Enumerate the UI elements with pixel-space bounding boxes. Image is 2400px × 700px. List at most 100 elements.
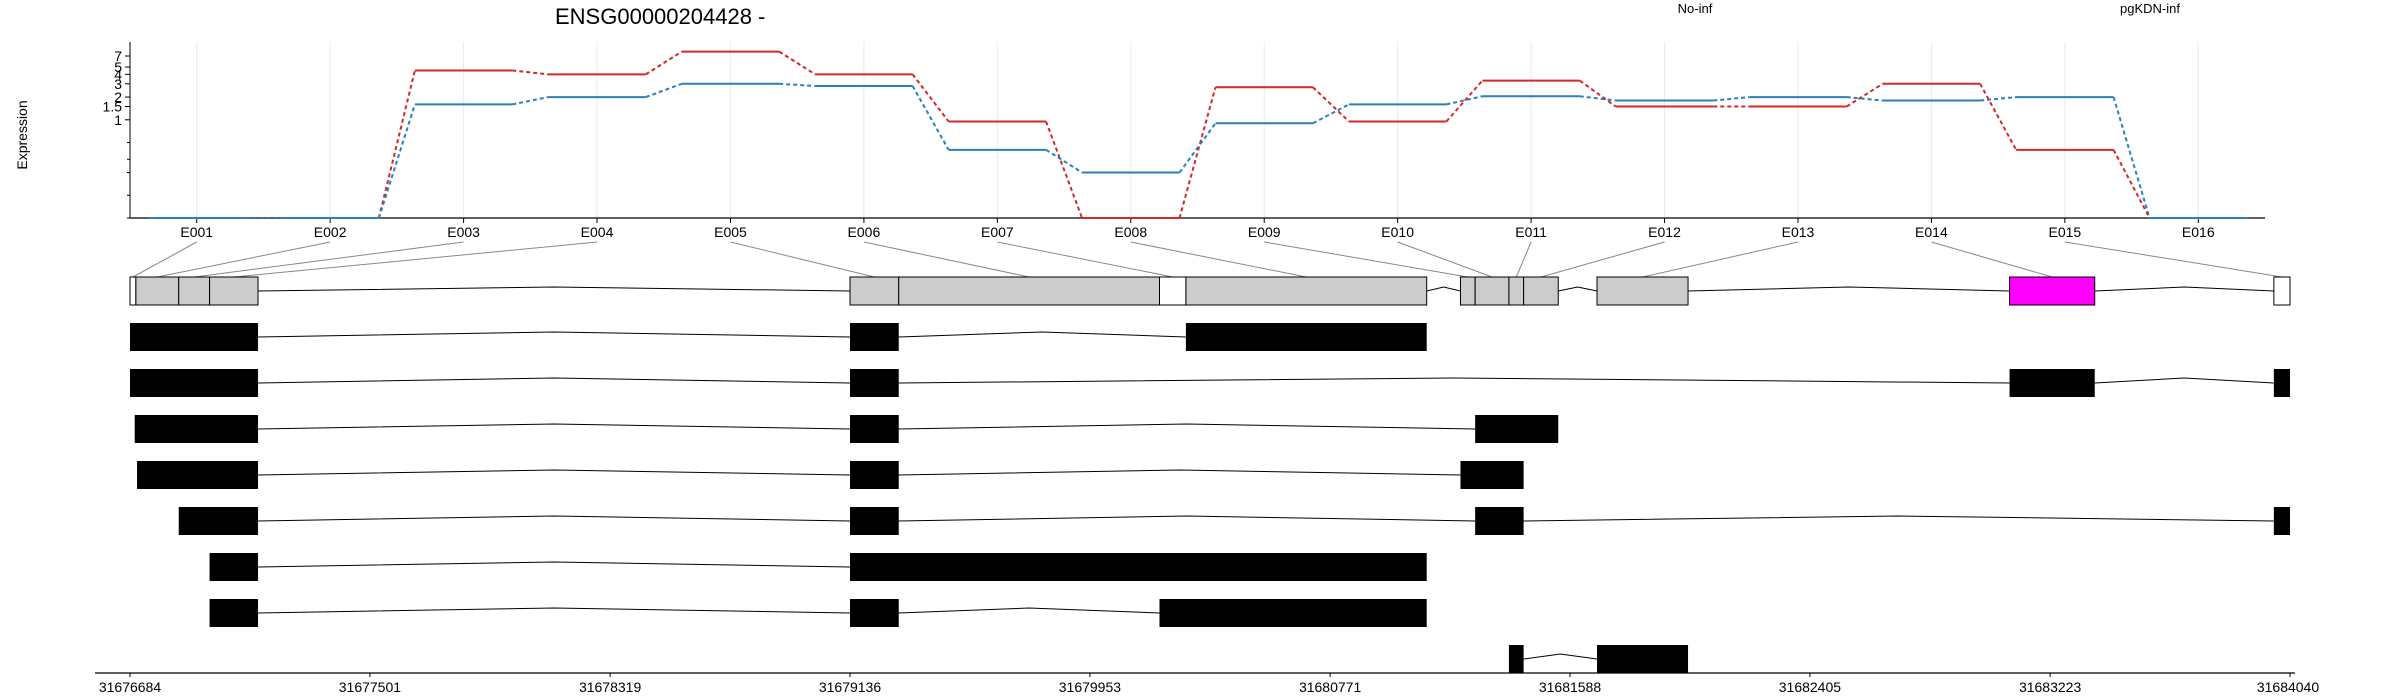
series-connector-pgkdn-inf: [1045, 148, 1083, 174]
series-connector-no-inf: [1045, 121, 1083, 219]
series-connector-no-inf: [1846, 82, 1884, 108]
x-tick-label: E005: [714, 224, 747, 240]
transcript-models: [130, 323, 2290, 673]
transcript-intron: [258, 423, 851, 430]
exon-e006: [898, 276, 1160, 306]
exon-connector: [157, 241, 331, 278]
series-connector-no-inf: [2112, 149, 2151, 219]
exon-connector: [1397, 241, 1493, 278]
intron-line: [1558, 286, 1598, 292]
series-connector-pgkdn-inf: [1312, 103, 1350, 125]
transcript-intron: [258, 607, 851, 614]
x-tick-label: E014: [1915, 224, 1948, 240]
series-connector-no-inf: [911, 73, 950, 123]
transcript-exon: [850, 415, 899, 443]
series-lines: [148, 50, 2247, 219]
exon-connector: [1540, 241, 1665, 278]
exon-connector: [997, 241, 1173, 278]
transcript-exon: [2009, 369, 2095, 397]
exon-e012: [1523, 276, 1559, 306]
transcript-exon: [1159, 599, 1427, 627]
transcript-intron: [898, 331, 1186, 338]
y-axis-label: Expression: [14, 100, 30, 169]
y-tick-label: 2: [114, 89, 122, 105]
transcript-exon: [850, 323, 899, 351]
genomic-tick-label: 31682405: [1779, 679, 1842, 695]
series-connector-no-inf: [1178, 86, 1217, 219]
x-tick-label: E011: [1515, 224, 1547, 240]
x-tick-label: E015: [2048, 224, 2081, 240]
transcript-exon: [1597, 645, 1689, 673]
exon-connector: [233, 241, 598, 278]
x-tick-label: E007: [981, 224, 1014, 240]
transcript-exon: [850, 507, 899, 535]
transcript-intron: [898, 423, 1476, 430]
x-tick-label: E001: [180, 224, 213, 240]
transcript-intron: [258, 515, 851, 522]
transcript-exon: [130, 323, 259, 351]
exon-e009: [1459, 276, 1476, 306]
exon-connector-lines: [132, 241, 2283, 278]
gene-model: [129, 276, 2291, 306]
y-tick-label: 1: [114, 112, 122, 128]
x-tick-label: E004: [581, 224, 614, 240]
genomic-tick-label: 31680771: [1299, 679, 1362, 695]
genomic-tick-label: 31678319: [579, 679, 642, 695]
series-connector-pgkdn-inf: [1446, 95, 1483, 106]
exon-connector: [730, 241, 875, 278]
exon-connector: [194, 241, 464, 278]
genomic-tick-label: 31679953: [1059, 679, 1122, 695]
series-connector-pgkdn-inf: [1713, 96, 1750, 102]
y-tick-label: 1.5: [103, 99, 123, 115]
intron-line: [258, 286, 851, 292]
series-connector-no-inf: [1979, 83, 2018, 151]
x-tick-label: E006: [848, 224, 881, 240]
transcript-exon: [1460, 461, 1524, 489]
transcript-intron: [1523, 515, 2274, 522]
exon-e011: [1508, 276, 1525, 306]
exon-connector: [1931, 241, 2053, 278]
series-connector-pgkdn-inf: [2112, 96, 2151, 219]
transcript-exon: [1508, 645, 1524, 673]
genomic-tick-label: 31684040: [2257, 679, 2320, 695]
series-connector-pgkdn-inf: [779, 82, 816, 88]
series-connector-pgkdn-inf: [1846, 96, 1883, 102]
exon-connector: [1515, 241, 1532, 278]
exon-e010: [1474, 276, 1510, 306]
exon-e002: [135, 276, 180, 306]
transcript-intron: [2094, 377, 2274, 384]
genomic-tick-label: 31679136: [819, 679, 882, 695]
series-connector-pgkdn-inf: [911, 85, 950, 151]
chart-title: ENSG00000204428 -: [555, 4, 765, 29]
exon-connector: [132, 241, 197, 278]
legend-pgkdn-inf: pgKDN-inf: [2120, 1, 2180, 16]
transcript-intron: [258, 469, 851, 476]
transcript-intron: [898, 377, 2010, 384]
transcript-exon: [850, 553, 1427, 581]
legend-no-inf: No-inf: [1678, 1, 1713, 16]
exon-connector: [2064, 241, 2283, 278]
series-connector-pgkdn-inf: [1980, 96, 2017, 102]
genomic-tick-label: 31683223: [2019, 679, 2082, 695]
x-axis: E001 E002 E003 E004 E005 E006 E007 E008 E009 E010…: [130, 217, 2265, 240]
transcript-intron: [258, 561, 851, 568]
y-tick-label: 3: [114, 76, 122, 92]
x-tick-label: E016: [2182, 224, 2215, 240]
exon-connector: [1642, 241, 1799, 278]
intron-line: [1426, 286, 1461, 292]
exon-e003: [178, 276, 211, 306]
transcript-exon: [134, 415, 259, 443]
exon-e014: [2009, 276, 2096, 306]
exon-e015: [2273, 276, 2291, 306]
x-tick-label: E010: [1381, 224, 1414, 240]
series-connector-no-inf: [1445, 79, 1484, 123]
exon-e001: [129, 276, 137, 306]
intron-line: [2094, 286, 2274, 292]
y-tick-label: 7: [114, 48, 122, 64]
transcript-exon: [1185, 323, 1427, 351]
transcript-exon: [178, 507, 259, 535]
genomic-tick-label: 31681588: [1539, 679, 1602, 695]
series-connector-no-inf: [377, 70, 416, 219]
exon-connector: [1130, 241, 1307, 278]
